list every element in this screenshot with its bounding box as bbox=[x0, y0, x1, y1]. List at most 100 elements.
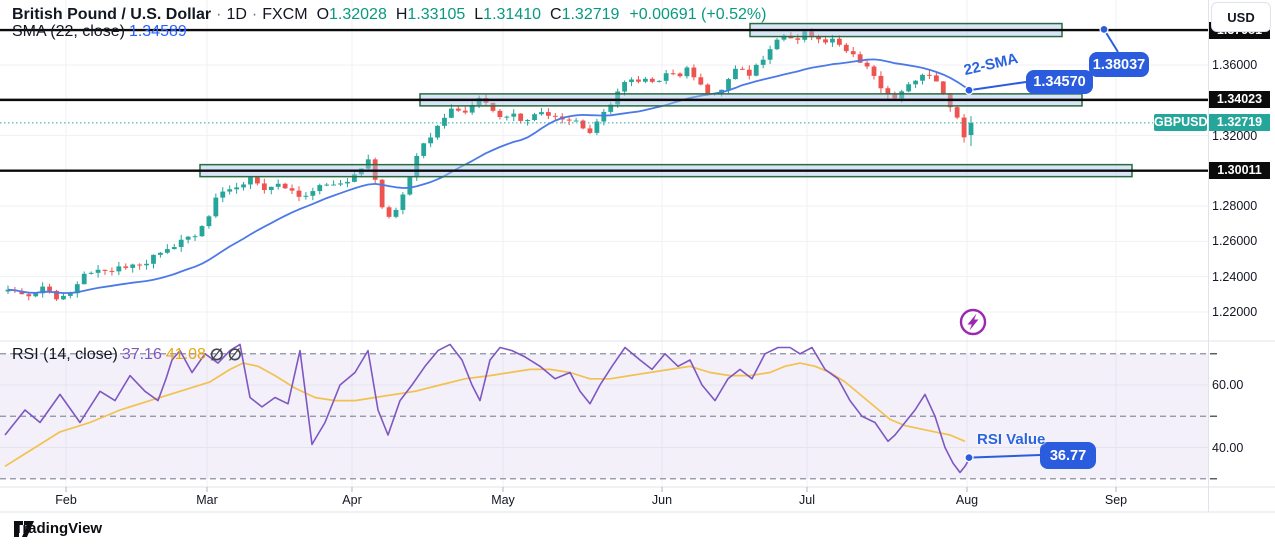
symbol-legend[interactable]: British Pound / U.S. Dollar · 1D · FXCM … bbox=[12, 6, 766, 24]
candle-body bbox=[656, 80, 662, 82]
candle-body bbox=[158, 252, 163, 255]
candle-body bbox=[920, 74, 925, 81]
candle-body bbox=[199, 226, 205, 237]
candle-body bbox=[317, 185, 323, 192]
candle-body bbox=[830, 38, 835, 43]
price-axis-tick-label: 1.26000 bbox=[1212, 234, 1258, 249]
candle-body bbox=[178, 239, 184, 248]
candle-body bbox=[248, 177, 253, 185]
tradingview-logo-icon bbox=[14, 521, 34, 537]
ohlc-close: C1.32719 bbox=[550, 6, 620, 23]
candle-body bbox=[705, 84, 711, 94]
candle-body bbox=[324, 184, 330, 186]
candle-body bbox=[47, 286, 52, 291]
time-axis-month-label: Mar bbox=[196, 493, 218, 507]
tradingview-logo[interactable]: TradingView bbox=[14, 520, 102, 537]
rsi-note-text[interactable]: RSI Value bbox=[977, 431, 1046, 448]
candle-body bbox=[213, 197, 219, 217]
price-axis-tick-label: 1.36000 bbox=[1212, 58, 1258, 72]
candle-body bbox=[261, 183, 267, 191]
timeframe[interactable]: 1D bbox=[226, 6, 247, 23]
candle-body bbox=[497, 110, 503, 117]
level-price-label: 1.34023 bbox=[1209, 91, 1270, 109]
candle-body bbox=[421, 143, 427, 156]
candle-body bbox=[282, 183, 288, 189]
candle-body bbox=[414, 155, 420, 178]
candle-body bbox=[594, 121, 600, 133]
time-axis-month-label: Aug bbox=[955, 493, 979, 507]
candle-body bbox=[781, 35, 787, 40]
candle-body bbox=[850, 51, 856, 55]
currency-usd-button[interactable]: USD bbox=[1211, 2, 1271, 32]
candle-body bbox=[836, 38, 842, 45]
rsi-value-callout[interactable]: 36.77 bbox=[1040, 442, 1096, 469]
candle-body bbox=[123, 266, 129, 268]
candle-body bbox=[691, 67, 697, 78]
exchange: FXCM bbox=[262, 6, 308, 23]
candle-body bbox=[885, 88, 891, 95]
candle-body bbox=[102, 269, 108, 271]
candle-body bbox=[552, 115, 558, 117]
candle-body bbox=[927, 74, 932, 76]
candle-body bbox=[345, 181, 350, 184]
candle-body bbox=[331, 184, 337, 186]
rsi-ma-value: 41.08 bbox=[165, 346, 206, 363]
candle-body bbox=[352, 174, 357, 182]
candle-body bbox=[802, 31, 808, 40]
candle-body bbox=[95, 269, 101, 273]
lightning-icon[interactable] bbox=[959, 308, 987, 336]
rsi-empty-1: ∅ bbox=[209, 347, 224, 364]
candle-body bbox=[234, 187, 240, 190]
candle-body bbox=[268, 186, 274, 191]
candle-body bbox=[726, 79, 731, 90]
sma-legend[interactable]: SMA (22, close) 1.34589 bbox=[12, 23, 187, 41]
candle-body bbox=[442, 117, 447, 126]
candle-body bbox=[816, 36, 821, 40]
anchor-dot bbox=[964, 85, 974, 95]
candle-body bbox=[338, 183, 343, 185]
candle-body bbox=[899, 91, 905, 99]
high-price-callout[interactable]: 1.38037 bbox=[1089, 52, 1149, 77]
ohlc-low: L1.31410 bbox=[474, 6, 542, 23]
candle-body bbox=[476, 98, 482, 105]
candle-body bbox=[739, 68, 745, 70]
candle-body bbox=[469, 104, 475, 113]
symbol-title[interactable]: British Pound / U.S. Dollar bbox=[12, 6, 212, 23]
tradingview-logo-text: TradingView bbox=[14, 520, 103, 537]
candle-body bbox=[760, 59, 766, 65]
lightning-bolt bbox=[967, 313, 979, 331]
price-axis-tick-label: 1.28000 bbox=[1212, 199, 1258, 214]
candle-body bbox=[525, 120, 531, 122]
sma-price-callout[interactable]: 1.34570 bbox=[1026, 70, 1093, 94]
rsi-legend[interactable]: RSI (14, close) 37.16 41.08 ∅ ∅ bbox=[12, 345, 242, 365]
candle-body bbox=[67, 293, 73, 296]
candle-body bbox=[698, 77, 704, 85]
anchor-dot bbox=[1099, 24, 1109, 34]
candle-body bbox=[88, 272, 94, 274]
sma-label: SMA (22, close) bbox=[12, 23, 125, 40]
time-axis-month-label: Feb bbox=[55, 493, 77, 507]
candle-body bbox=[400, 194, 406, 210]
candle-body bbox=[303, 195, 309, 197]
candle-body bbox=[857, 54, 863, 63]
candle-body bbox=[511, 113, 517, 117]
candle-body bbox=[407, 177, 413, 195]
candle-body bbox=[753, 64, 759, 76]
price-axis-tick-label: 1.24000 bbox=[1212, 269, 1258, 284]
rsi-label: RSI (14, close) bbox=[12, 346, 118, 363]
candle-body bbox=[649, 78, 655, 82]
time-axis-month-label: Jun bbox=[651, 493, 673, 507]
candle-body bbox=[601, 111, 607, 122]
candle-body bbox=[871, 66, 877, 76]
time-axis-month-label: May bbox=[491, 493, 515, 507]
rsi-axis-tick-label: 60.00 bbox=[1212, 378, 1244, 392]
candle-body bbox=[608, 104, 614, 112]
candle-body bbox=[490, 102, 496, 111]
rsi-empty-2: ∅ bbox=[227, 347, 242, 364]
candle-body bbox=[663, 73, 669, 81]
candle-body bbox=[137, 264, 143, 266]
candle-body bbox=[435, 125, 440, 138]
callout-connector bbox=[968, 454, 1041, 459]
candle-body bbox=[171, 247, 177, 250]
